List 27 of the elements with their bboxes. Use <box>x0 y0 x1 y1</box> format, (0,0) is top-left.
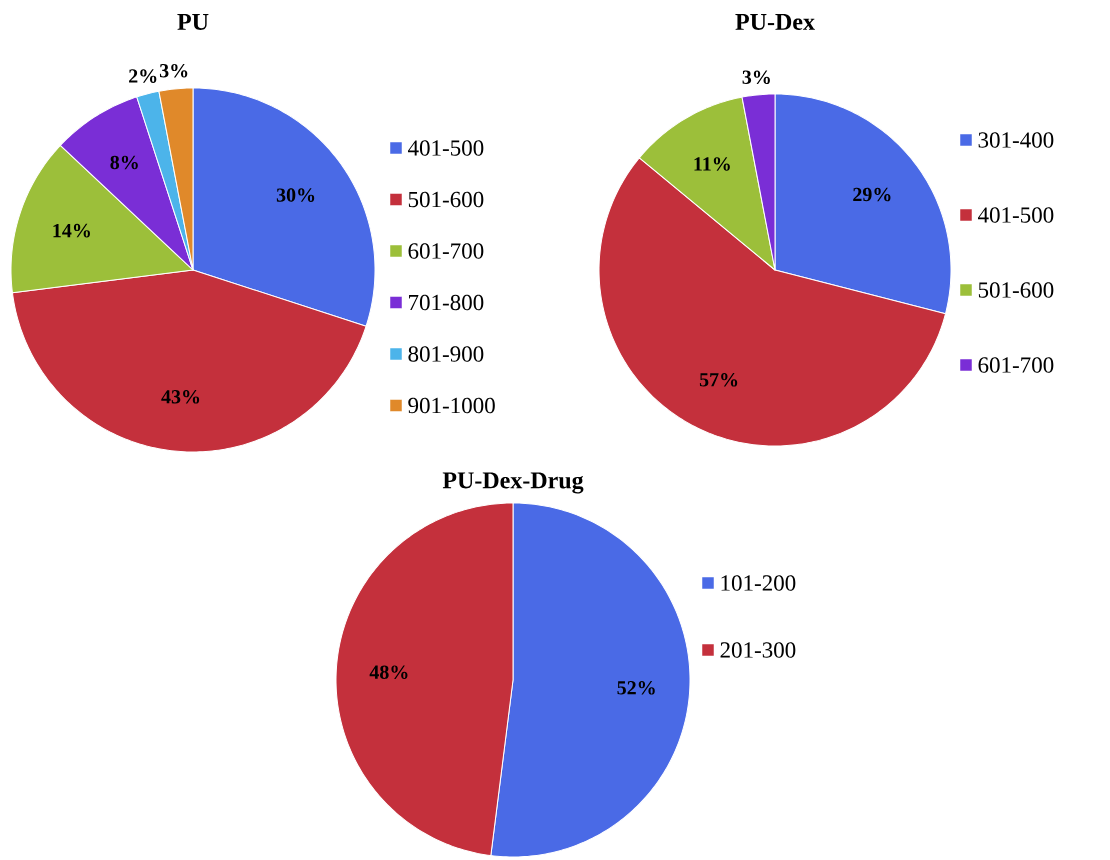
legend-label: 301-400 <box>978 132 1054 148</box>
chart-title: PU <box>177 14 209 30</box>
data-label: 30% <box>276 188 315 202</box>
data-label: 29% <box>853 187 891 202</box>
data-label: 3% <box>742 70 770 85</box>
legend-label: 501-600 <box>978 282 1054 298</box>
legend-label: 601-700 <box>408 243 484 259</box>
data-label: 43% <box>161 390 200 404</box>
data-label: 57% <box>699 372 738 387</box>
legend-label: 401-500 <box>408 140 484 156</box>
legend-label: 901-1000 <box>408 397 495 414</box>
legend-label: 401-500 <box>978 207 1054 223</box>
data-label: 3% <box>159 63 188 78</box>
data-label: 8% <box>110 155 138 170</box>
legend-label: 101-200 <box>721 575 796 591</box>
legend-label: 601-700 <box>978 357 1054 373</box>
legend-label: 801-900 <box>408 346 484 362</box>
chart-title: PU-Dex <box>735 14 815 30</box>
data-label: 48% <box>369 665 408 679</box>
data-label: 2% <box>129 69 157 83</box>
data-label: 52% <box>617 681 655 695</box>
data-label: 11% <box>694 157 730 171</box>
chart-title: PU-Dex-Drug <box>442 472 584 494</box>
legend-label: 201-300 <box>720 642 796 658</box>
legend-label: 501-600 <box>408 191 484 208</box>
data-label: 14% <box>53 223 90 238</box>
legend-label: 701-800 <box>409 294 484 311</box>
